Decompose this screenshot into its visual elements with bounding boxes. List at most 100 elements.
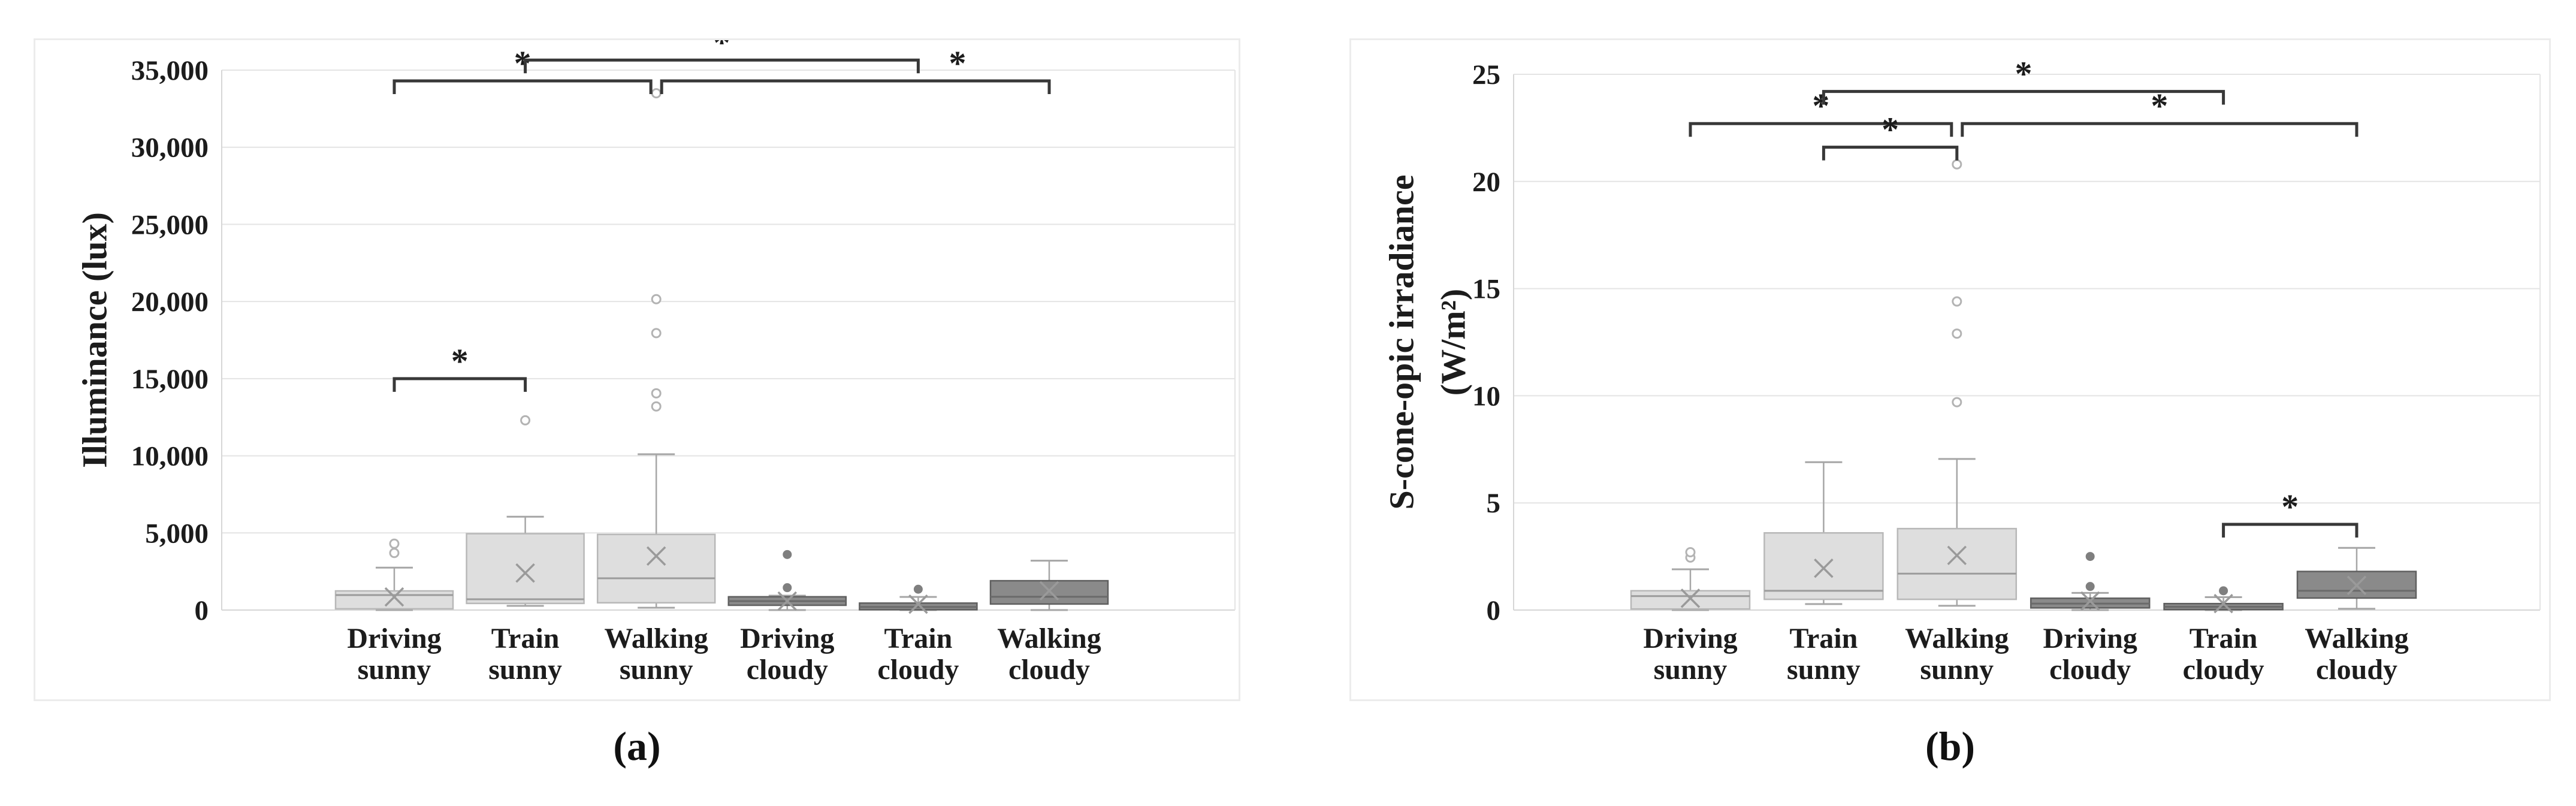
category-label-line2: sunny	[1654, 654, 1728, 686]
mean-marker-x	[646, 546, 666, 566]
significance-bracket	[1822, 146, 1959, 161]
category-label-line1: Driving	[1643, 623, 1737, 654]
mean-marker-x	[2213, 594, 2233, 614]
outlier-dot	[651, 401, 662, 412]
y-tick-label: 35,000	[131, 55, 209, 86]
significance-bracket	[524, 58, 920, 74]
panel-caption-a: (a)	[613, 723, 661, 769]
category-label-line1: Driving	[2043, 623, 2137, 654]
mean-marker-x	[2080, 591, 2100, 611]
category-label-line1: Train	[1790, 623, 1858, 654]
y-tick-label: 5,000	[145, 518, 209, 549]
mean-marker-x	[777, 591, 798, 611]
y-axis-title: (W/m²)	[1433, 289, 1472, 396]
category-label-line1: Train	[2190, 623, 2258, 654]
y-axis-title: Illuminance (lux)	[75, 212, 114, 468]
boxplot-box	[1763, 532, 1884, 600]
outlier-dot	[520, 415, 531, 425]
category-label-line2: sunny	[620, 654, 693, 686]
outlier-dot	[1952, 159, 1962, 170]
category-label-line2: cloudy	[2316, 654, 2397, 686]
boxplot-box	[334, 590, 454, 610]
category-label-line2: sunny	[358, 654, 431, 686]
category-label-line2: cloudy	[877, 654, 959, 686]
category-label-line2: cloudy	[747, 654, 828, 686]
y-tick-label: 5	[1487, 488, 1501, 519]
outlier-dot	[1952, 328, 1962, 339]
category-label-line1: Walking	[1905, 623, 2009, 654]
category-label-line1: Walking	[997, 623, 1101, 654]
category-label-line1: Train	[491, 623, 560, 654]
mean-marker-x	[1039, 581, 1059, 601]
panel-caption-b: (b)	[1925, 723, 1976, 769]
boxplot-box	[989, 579, 1109, 605]
significance-star: *	[451, 342, 469, 381]
y-tick-label: 0	[195, 595, 209, 626]
category-label-line2: sunny	[1787, 654, 1861, 686]
chart-panel-a: 0 5,000 10,000 15,000 20,000 25,000 30,000 35,0…	[34, 38, 1240, 701]
y-tick-label: 25,000	[131, 209, 209, 240]
chart-panel-b: 0 5 10 15 20 25 S-cone-opic irradiance (W/m²) Dr…	[1349, 38, 2551, 701]
mean-marker-x	[1814, 559, 1834, 578]
outlier-dot	[1952, 397, 1962, 407]
y-axis-title: S-cone-opic irradiance	[1382, 175, 1421, 510]
category-label-line1: Driving	[347, 623, 441, 654]
outlier-dot	[389, 538, 400, 549]
mean-marker-x	[515, 563, 535, 583]
outlier-dot	[913, 584, 923, 594]
y-tick-label: 10	[1472, 381, 1500, 412]
category-label-line1: Train	[884, 623, 953, 654]
significance-bracket	[392, 377, 527, 392]
y-tick-label: 25	[1472, 59, 1500, 90]
boxplot-illuminance-svg: 0 5,000 10,000 15,000 20,000 25,000 30,000 35,0…	[75, 40, 1236, 686]
y-tick-label: 30,000	[131, 132, 209, 164]
outlier-dot	[389, 548, 400, 559]
boxplot-box	[1630, 590, 1751, 610]
y-tick-label: 0	[1487, 595, 1501, 626]
y-tick-label: 10,000	[131, 441, 209, 472]
outlier-dot	[2085, 552, 2095, 562]
outlier-dot	[2219, 586, 2228, 596]
outlier-dot	[2085, 582, 2095, 591]
mean-marker-x	[384, 587, 404, 607]
y-tick-label: 15,000	[131, 364, 209, 395]
significance-star: *	[2015, 55, 2033, 93]
category-label-line2: cloudy	[2049, 654, 2131, 686]
outlier-dot	[783, 583, 792, 593]
outlier-dot	[651, 294, 662, 304]
category-label-line2: sunny	[488, 654, 562, 686]
significance-bracket	[1689, 122, 1953, 137]
mean-marker-x	[1947, 545, 1967, 566]
significance-star: *	[2281, 487, 2299, 526]
category-label-line1: Walking	[2305, 623, 2408, 654]
boxplot-box	[466, 533, 585, 605]
significance-bracket	[392, 79, 653, 95]
outlier-dot	[783, 550, 792, 559]
outlier-dot	[651, 388, 662, 399]
mean-marker-x	[908, 594, 928, 614]
significance-bracket	[1822, 90, 2225, 105]
significance-bracket	[1961, 122, 2358, 137]
category-label-line2: cloudy	[2183, 654, 2264, 686]
outlier-dot	[1952, 296, 1962, 307]
boxplot-box	[1896, 527, 2018, 600]
category-label-line1: Walking	[604, 623, 708, 654]
mean-marker-x	[1680, 588, 1701, 608]
outlier-dot	[1685, 547, 1696, 557]
category-label-line1: Driving	[740, 623, 834, 654]
outlier-dot	[651, 88, 662, 99]
y-tick-label: 15	[1472, 274, 1500, 305]
significance-star: *	[713, 40, 730, 62]
outlier-dot	[651, 328, 662, 339]
boxplot-scone-irradiance-svg: 0 5 10 15 20 25 S-cone-opic irradiance (W/m²) Dr…	[1382, 55, 2541, 686]
y-tick-label: 20,000	[131, 286, 209, 318]
significance-star: *	[514, 44, 531, 83]
category-label-line2: sunny	[1920, 654, 1994, 686]
mean-marker-x	[2347, 575, 2367, 596]
y-tick-label: 20	[1472, 167, 1500, 198]
significance-star: *	[949, 44, 966, 83]
boxplot-box	[596, 533, 716, 604]
category-label-line2: cloudy	[1008, 654, 1090, 686]
significance-bracket	[2222, 523, 2358, 538]
